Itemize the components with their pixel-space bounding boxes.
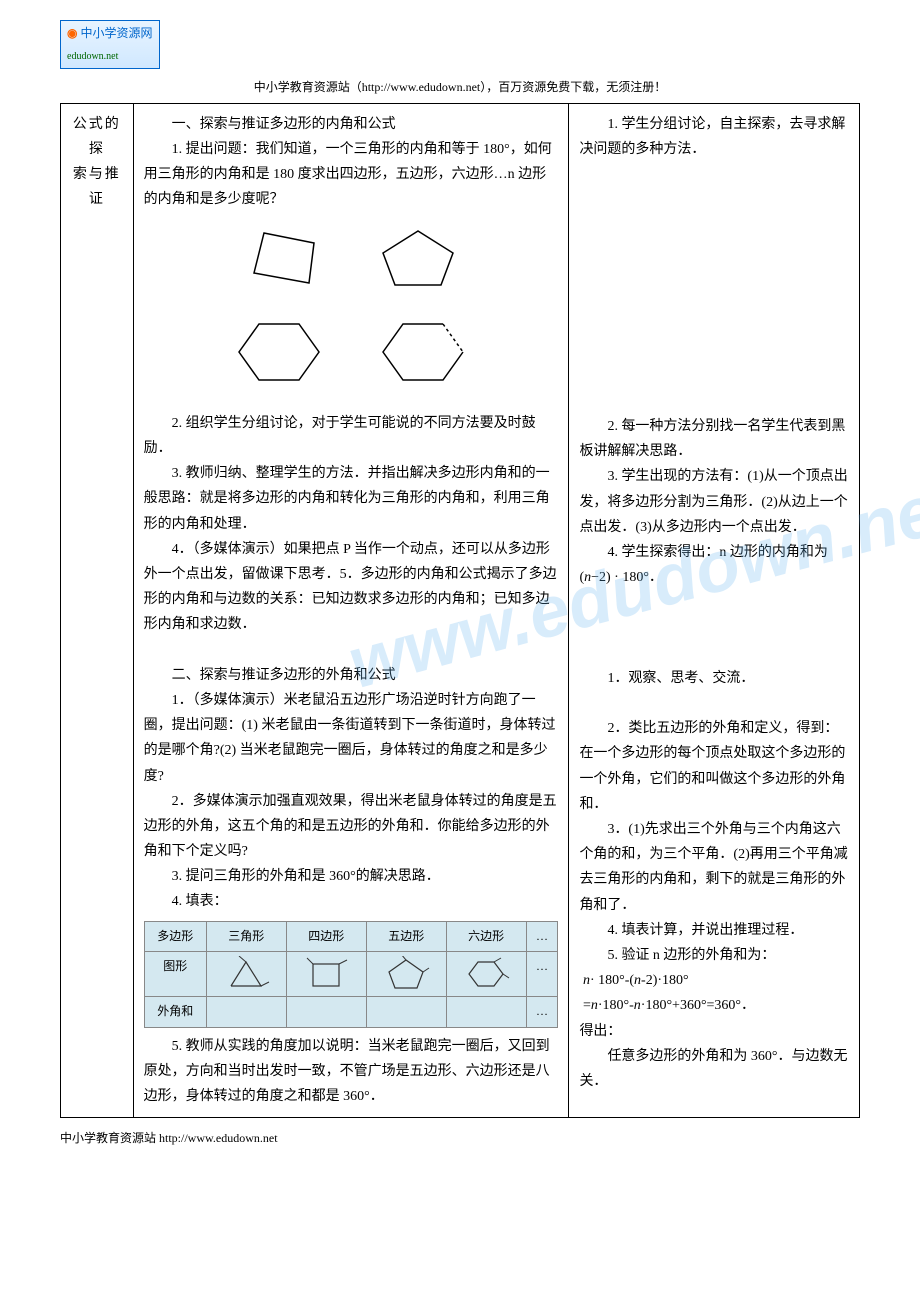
r2: 2. 每一种方法分别找一名学生代表到黑板讲解解决思路．	[579, 414, 849, 464]
cell-ellipsis: …	[526, 952, 558, 997]
s2-p1: 1．（多媒体演示）米老鼠沿五边形广场沿逆时针方向跑了一圈，提出问题：(1) 米老…	[144, 688, 559, 789]
r6: 2．类比五边形的外角和定义，得到：在一个多边形的每个顶点处取这个多边形的一个外角…	[579, 716, 849, 817]
cell-empty	[206, 997, 286, 1028]
left-label-cell: 公式的探 索与推证	[61, 103, 134, 1118]
quadrilateral-shape	[239, 223, 329, 293]
cell-hexagon-shape	[446, 952, 526, 997]
shapes-row-2	[144, 312, 559, 401]
s2-p5: 5. 教师从实践的角度加以说明：当米老鼠跑完一圈后，又回到原处，方向和当时出发时…	[144, 1034, 559, 1110]
r3: 3. 学生出现的方法有：(1)从一个顶点出发，将多边形分割为三角形．(2)从边上…	[579, 464, 849, 540]
left-label-line1: 公式的探	[71, 112, 123, 162]
polygon-exterior-table: 多边形 三角形 四边形 五边形 六边形 … 图形	[144, 921, 559, 1028]
th-pentagon: 五边形	[366, 921, 446, 952]
right-content-cell: 1. 学生分组讨论，自主探索，去寻求解决问题的多种方法． 2. 每一种方法分别找…	[569, 103, 860, 1118]
s2-p4: 4. 填表：	[144, 889, 559, 914]
logo-badge: ◉ 中小学资源网 edudown.net	[60, 20, 160, 69]
footer-text: 中小学教育资源站 http://www.edudown.net	[60, 1128, 860, 1150]
s2-p2: 2．多媒体演示加强直观效果，得出米老鼠身体转过的角度是五边形的外角，这五个角的和…	[144, 789, 559, 865]
table-row: 外角和 …	[144, 997, 558, 1028]
s1-p4: 4．（多媒体演示）如果把点 P 当作一个动点，还可以从多边形外一个点出发，留做课…	[144, 537, 559, 638]
left-label-line2: 索与推证	[71, 162, 123, 212]
table-row: 图形 …	[144, 952, 558, 997]
r9: 5. 验证 n 边形的外角和为：	[579, 943, 849, 968]
r4: 4. 学生探索得出：n 边形的内角和为(n−2) · 180°．	[579, 540, 849, 590]
s1-p1: 1. 提出问题：我们知道，一个三角形的内角和等于 180°，如何用三角形的内角和…	[144, 137, 559, 213]
r8: 4. 填表计算，并说出推理过程．	[579, 918, 849, 943]
s2-p3: 3. 提问三角形的外角和是 360°的解决思路．	[144, 864, 559, 889]
r7: 3．(1)先求出三个外角与三个内角这六个角的和，为三个平角．(2)再用三个平角减…	[579, 817, 849, 918]
logo-sub: edudown.net	[67, 51, 118, 62]
th-triangle: 三角形	[206, 921, 286, 952]
cell-empty	[446, 997, 526, 1028]
s1-p2: 2. 组织学生分组讨论，对于学生可能说的不同方法要及时鼓励．	[144, 411, 559, 461]
row-shape-label: 图形	[144, 952, 206, 997]
r12: 得出：	[579, 1019, 849, 1044]
cell-triangle-shape	[206, 952, 286, 997]
section2-title: 二、探索与推证多边形的外角和公式	[144, 663, 559, 688]
r13: 任意多边形的外角和为 360°．与边数无关．	[579, 1044, 849, 1094]
middle-content-cell: 一、探索与推证多边形的内角和公式 1. 提出问题：我们知道，一个三角形的内角和等…	[133, 103, 569, 1118]
table-row: 多边形 三角形 四边形 五边形 六边形 …	[144, 921, 558, 952]
shapes-row-1	[144, 223, 559, 302]
logo-name: 中小学资源网	[80, 26, 152, 40]
hexagon-shape-solid	[229, 312, 329, 392]
header-text: 中小学教育资源站（http://www.edudown.net），百万资源免费下…	[60, 77, 860, 99]
hexagon-shape-dashed	[373, 312, 473, 392]
th-ellipsis: …	[526, 921, 558, 952]
cell-empty	[366, 997, 446, 1028]
r1: 1. 学生分组讨论，自主探索，去寻求解决问题的多种方法．	[579, 112, 849, 162]
cell-ellipsis: …	[526, 997, 558, 1028]
th-polygon: 多边形	[144, 921, 206, 952]
s1-p3: 3. 教师归纳、整理学生的方法．并指出解决多边形内角和的一般思路：就是将多边形的…	[144, 461, 559, 537]
th-quad: 四边形	[286, 921, 366, 952]
pentagon-shape	[373, 223, 463, 293]
cell-quad-shape	[286, 952, 366, 997]
row-exterior-label: 外角和	[144, 997, 206, 1028]
section1-title: 一、探索与推证多边形的内角和公式	[144, 112, 559, 137]
r5: 1．观察、思考、交流．	[579, 666, 849, 691]
main-content-table: 公式的探 索与推证 一、探索与推证多边形的内角和公式 1. 提出问题：我们知道，…	[60, 103, 860, 1119]
logo-icon: ◉	[67, 26, 77, 40]
r10: n· 180°-(n-2)·180°	[579, 968, 849, 993]
cell-pentagon-shape	[366, 952, 446, 997]
cell-empty	[286, 997, 366, 1028]
th-hexagon: 六边形	[446, 921, 526, 952]
r11: =n·180°-n·180°+360°=360°．	[579, 993, 849, 1018]
